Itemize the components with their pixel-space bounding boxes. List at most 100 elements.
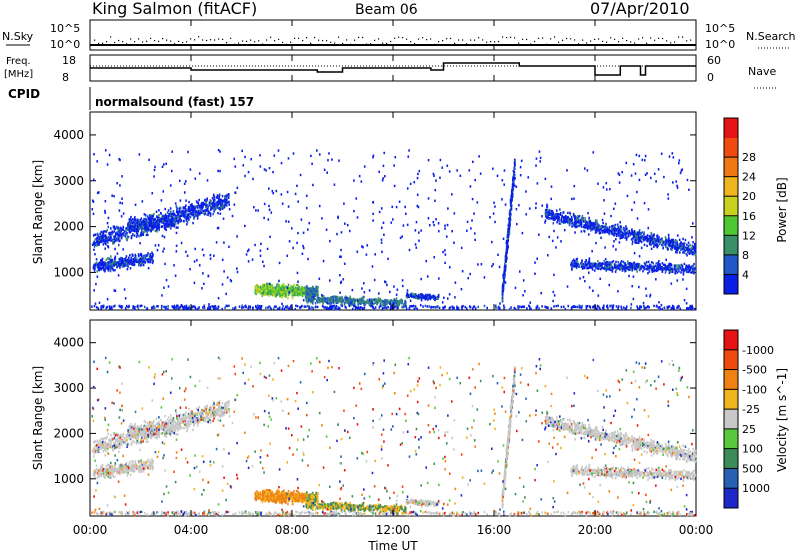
- power-data-point: [194, 207, 196, 211]
- power-data-point: [119, 231, 121, 234]
- power-data-point: [185, 219, 188, 222]
- power-data-point: [169, 212, 171, 215]
- nsky-point: [510, 36, 512, 38]
- power-data-point: [683, 242, 686, 245]
- power-data-point: [596, 222, 598, 226]
- power-data-point: [264, 293, 266, 296]
- power-data-point: [273, 288, 276, 291]
- power-data-point: [150, 218, 152, 221]
- power-data-point: [174, 216, 177, 219]
- power-data-point: [655, 278, 657, 281]
- power-data-point: [154, 218, 156, 221]
- power-data-point: [592, 289, 594, 292]
- power-data-point: [557, 219, 559, 222]
- power-data-point: [619, 231, 621, 234]
- nsky-point: [310, 42, 312, 44]
- power-data-point: [280, 161, 283, 165]
- power-data-point: [615, 268, 618, 271]
- power-data-point: [443, 296, 445, 299]
- power-data-point: [584, 216, 586, 220]
- nsky-point: [550, 38, 552, 40]
- power-data-point: [678, 245, 680, 248]
- power-data-point: [647, 268, 649, 271]
- power-data-point: [310, 289, 312, 292]
- power-data-point: [395, 297, 398, 300]
- power-data-point: [115, 232, 117, 235]
- nsky-point: [434, 43, 436, 46]
- nsky-point: [242, 40, 244, 42]
- power-data-point: [179, 199, 182, 202]
- power-data-point: [519, 165, 522, 169]
- power-data-point: [197, 209, 200, 212]
- power-data-point: [222, 206, 225, 209]
- nsky-label: N.Sky: [2, 30, 34, 43]
- power-data-point: [280, 295, 283, 298]
- power-data-point: [631, 240, 634, 243]
- power-data-point: [527, 176, 530, 179]
- power-data-point: [535, 157, 538, 160]
- power-data-point: [653, 234, 655, 237]
- power-data-point: [162, 214, 164, 217]
- power-data-point: [120, 261, 123, 264]
- power-data-point: [587, 267, 590, 270]
- power-data-point: [634, 236, 637, 239]
- power-data-point: [587, 226, 590, 229]
- power-data-point: [317, 298, 319, 302]
- power-data-point: [446, 164, 449, 167]
- power-data-point: [218, 202, 221, 205]
- power-data-point: [216, 196, 219, 199]
- power-data-point: [144, 214, 147, 217]
- power-data-point: [446, 297, 449, 300]
- power-data-point: [408, 149, 410, 152]
- power-data-point: [158, 213, 160, 217]
- y-tick-label: 2000: [53, 220, 84, 234]
- power-data-point: [607, 265, 610, 269]
- power-data-point: [163, 286, 165, 289]
- power-data-point: [503, 267, 506, 270]
- power-data-point: [571, 218, 573, 221]
- power-data-point: [101, 260, 103, 264]
- power-data-point: [684, 249, 687, 252]
- power-data-point: [324, 300, 326, 303]
- power-data-point: [314, 289, 317, 293]
- power-data-point: [289, 288, 291, 291]
- power-data-point: [112, 240, 114, 244]
- power-data-point: [406, 293, 409, 296]
- power-data-point: [632, 237, 634, 240]
- power-data-point: [606, 229, 609, 232]
- power-data-point: [335, 298, 337, 301]
- power-data-point: [202, 212, 205, 215]
- power-data-point: [131, 263, 134, 266]
- power-data-point: [144, 230, 146, 233]
- power-data-point: [565, 217, 567, 220]
- y-tick-label: 1000: [53, 265, 84, 279]
- power-data-point: [151, 253, 154, 256]
- power-data-point: [670, 238, 673, 242]
- power-data-point: [508, 213, 511, 216]
- power-data-point: [379, 302, 382, 305]
- power-data-point: [580, 262, 582, 265]
- power-data-point: [276, 286, 278, 289]
- freq-label: Freq.: [6, 56, 31, 67]
- nsky-point: [318, 39, 320, 41]
- nsky-point: [322, 39, 324, 42]
- power-data-point: [576, 264, 579, 268]
- power-data-point: [363, 301, 365, 305]
- power-data-point: [210, 205, 212, 208]
- power-data-point: [189, 211, 192, 215]
- nsky-point: [654, 39, 656, 41]
- power-data-point: [210, 200, 212, 203]
- power-data-point: [113, 227, 115, 230]
- power-data-point: [615, 232, 618, 236]
- power-data-point: [290, 287, 293, 290]
- power-data-point: [310, 154, 312, 158]
- power-data-point: [539, 156, 542, 160]
- power-data-point: [218, 193, 221, 196]
- power-data-point: [629, 261, 631, 265]
- power-data-point: [262, 260, 264, 264]
- power-data-point: [492, 263, 494, 266]
- power-data-point: [206, 205, 208, 208]
- power-data-point: [642, 270, 644, 273]
- power-data-point: [209, 253, 212, 257]
- power-data-point: [602, 221, 604, 225]
